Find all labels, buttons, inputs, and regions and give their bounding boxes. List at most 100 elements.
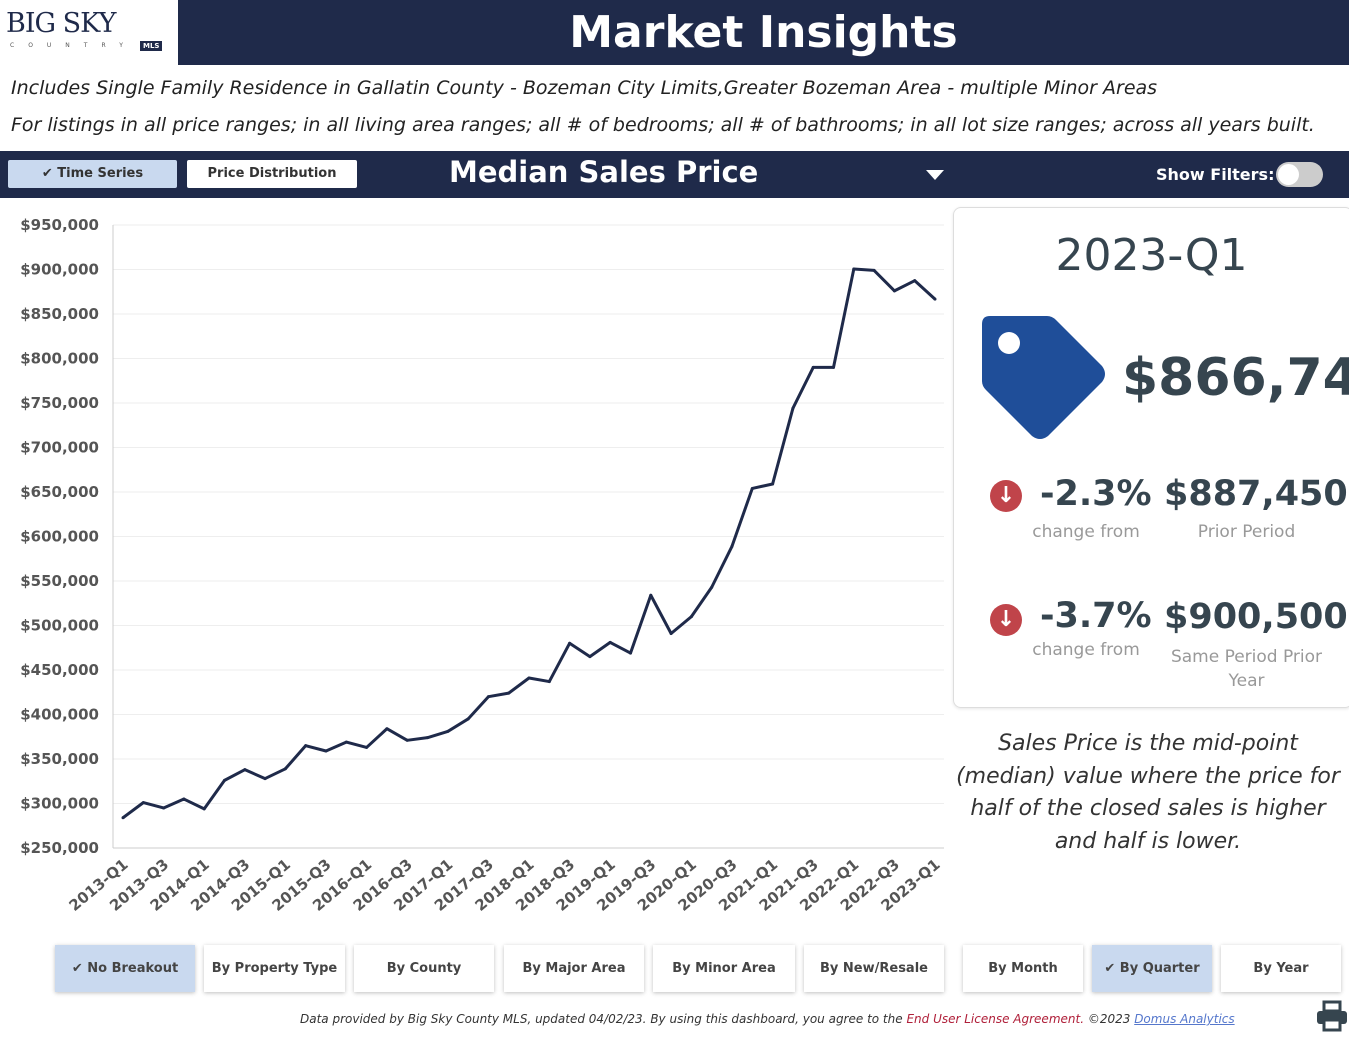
breakout-minor-area[interactable]: By Minor Area — [653, 945, 795, 992]
prior-year-label: Same Period Prior Year — [1170, 647, 1323, 691]
period-label: 2023-Q1 — [1055, 230, 1248, 281]
metric-description: Sales Price is the mid-point (median) va… — [956, 731, 1340, 854]
y-tick-label: $400,000 — [20, 706, 99, 724]
data-point — [141, 801, 145, 805]
y-tick-label: $850,000 — [20, 305, 99, 323]
data-point — [507, 691, 511, 695]
data-point — [527, 676, 531, 680]
data-point — [223, 778, 226, 782]
logo-subtext: COUNTRY — [10, 42, 137, 49]
button-label: By Quarter — [1119, 961, 1200, 976]
scope-description: Includes Single Family Residence in Gall… — [11, 77, 1158, 99]
current-value: $866,748 — [1122, 348, 1349, 408]
data-point — [852, 267, 856, 271]
data-point — [730, 544, 734, 548]
data-point — [872, 268, 876, 272]
prior-period-change: -2.3% — [1040, 474, 1152, 514]
period-quarter[interactable]: ✔ By Quarter — [1092, 945, 1212, 992]
data-point — [385, 727, 389, 731]
data-point — [791, 406, 795, 410]
y-tick-label: $800,000 — [20, 350, 99, 368]
check-icon: ✔ — [1104, 961, 1120, 976]
eula-link[interactable]: End User License Agreement. — [906, 1012, 1085, 1026]
prior-period-value: $887,450 — [1164, 474, 1348, 514]
data-point — [689, 615, 693, 619]
y-tick-label: $300,000 — [20, 795, 99, 813]
data-point — [202, 807, 206, 811]
data-point — [182, 797, 186, 801]
chevron-down-icon[interactable] — [926, 170, 944, 180]
breakout-property-type[interactable]: By Property Type — [204, 945, 345, 992]
button-label: No Breakout — [87, 961, 179, 976]
data-point — [568, 641, 572, 645]
metric-selector[interactable]: Median Sales Price — [449, 155, 759, 189]
data-point — [913, 279, 917, 283]
filter-description: For listings in all price ranges; in all… — [11, 114, 1315, 136]
footer: Data provided by Big Sky County MLS, upd… — [300, 1012, 1235, 1026]
data-point — [405, 738, 409, 742]
time-series-tab[interactable]: ✔ Time Series — [8, 160, 177, 188]
breakout-county[interactable]: By County — [354, 945, 494, 992]
time-series-label: Time Series — [57, 166, 144, 181]
big-sky-mls-logo: BIG SKY COUNTRY MLS — [0, 0, 177, 65]
data-point — [547, 680, 551, 684]
y-tick-label: $250,000 — [20, 839, 99, 857]
show-filters-toggle[interactable] — [1276, 162, 1323, 187]
footer-text: Data provided by Big Sky County MLS, upd… — [300, 1012, 907, 1026]
data-point — [243, 768, 247, 772]
period-month[interactable]: By Month — [963, 945, 1083, 992]
breakout-major-area[interactable]: By Major Area — [504, 945, 644, 992]
data-point — [649, 593, 653, 597]
toolbar: ✔ Time Series Price Distribution Median … — [0, 151, 1349, 198]
data-point — [426, 736, 429, 740]
change-label: change from — [1032, 640, 1140, 660]
toggle-knob — [1278, 164, 1299, 185]
data-point — [344, 740, 348, 744]
y-tick-label: $900,000 — [20, 261, 99, 279]
data-point — [263, 777, 267, 781]
data-point — [608, 640, 612, 644]
data-point — [771, 482, 775, 486]
period-year[interactable]: By Year — [1221, 945, 1341, 992]
data-point — [446, 729, 450, 733]
y-tick-label: $700,000 — [20, 439, 99, 457]
breakout-no-breakout[interactable]: ✔ No Breakout — [55, 945, 195, 992]
check-icon: ✔ — [71, 961, 88, 976]
median-price-chart: $250,000 $300,000 $350,000 $400,000 $450,000… — [20, 216, 944, 915]
price-tag-icon — [982, 316, 1105, 439]
print-icon[interactable] — [1316, 1000, 1348, 1032]
y-tick-label: $500,000 — [20, 617, 99, 635]
data-point — [466, 717, 470, 721]
logo-text: BIG SKY — [6, 8, 116, 39]
data-point — [832, 365, 835, 369]
y-tick-label: $450,000 — [20, 661, 99, 679]
check-icon: ✔ — [41, 166, 58, 181]
data-point — [710, 585, 714, 589]
copyright: ©2023 — [1084, 1012, 1135, 1026]
y-tick-label: $550,000 — [20, 572, 99, 590]
breakout-new-resale[interactable]: By New/Resale — [804, 945, 944, 992]
data-point — [486, 695, 490, 699]
logo-badge: MLS — [140, 41, 163, 51]
data-point — [669, 632, 673, 636]
data-point — [811, 365, 815, 369]
show-filters-label: Show Filters: — [1156, 165, 1275, 184]
median-price-line — [122, 267, 937, 819]
y-tick-label: $600,000 — [20, 528, 99, 546]
y-tick-label: $750,000 — [20, 394, 99, 412]
domus-analytics-link[interactable]: Domus Analytics — [1134, 1012, 1235, 1026]
data-point — [588, 655, 592, 659]
change-label: change from — [1032, 522, 1140, 542]
data-point — [365, 745, 369, 749]
arrow-down-icon: ↓ — [990, 480, 1022, 512]
y-tick-label: $350,000 — [20, 750, 99, 768]
prior-period-label: Prior Period — [1197, 522, 1296, 542]
y-tick-label: $650,000 — [20, 483, 99, 501]
data-point — [121, 816, 125, 820]
data-point — [933, 297, 937, 301]
y-tick-label: $950,000 — [20, 216, 99, 234]
data-point — [283, 767, 287, 771]
prior-year-value: $900,500 — [1164, 597, 1348, 637]
data-point — [892, 289, 896, 293]
price-distribution-tab[interactable]: Price Distribution — [187, 160, 357, 188]
